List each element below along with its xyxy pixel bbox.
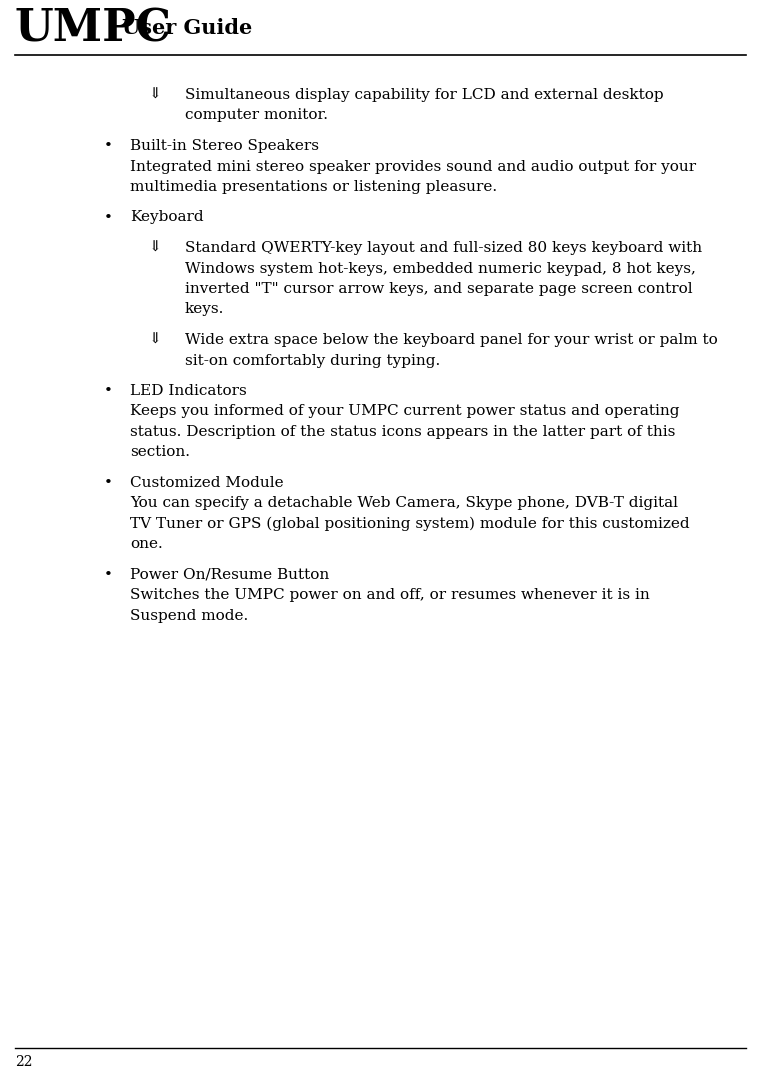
Text: ⇓: ⇓ <box>148 87 161 102</box>
Text: Built-in Stereo Speakers: Built-in Stereo Speakers <box>130 139 319 153</box>
Text: UMPC: UMPC <box>15 8 172 51</box>
Text: sit-on comfortably during typing.: sit-on comfortably during typing. <box>185 353 441 367</box>
Text: section.: section. <box>130 445 190 459</box>
Text: Keeps you informed of your UMPC current power status and operating: Keeps you informed of your UMPC current … <box>130 405 680 418</box>
Text: keys.: keys. <box>185 302 224 316</box>
Text: TV Tuner or GPS (global positioning system) module for this customized: TV Tuner or GPS (global positioning syst… <box>130 517 689 531</box>
Text: one.: one. <box>130 538 163 552</box>
Text: •: • <box>103 139 113 153</box>
Text: computer monitor.: computer monitor. <box>185 108 328 122</box>
Text: User Guide: User Guide <box>122 18 252 38</box>
Text: ⇓: ⇓ <box>148 333 161 347</box>
Text: LED Indicators: LED Indicators <box>130 384 247 399</box>
Text: •: • <box>103 211 113 225</box>
Text: 22: 22 <box>15 1055 33 1069</box>
Text: Customized Module: Customized Module <box>130 476 284 490</box>
Text: Keyboard: Keyboard <box>130 211 204 225</box>
Text: •: • <box>103 384 113 399</box>
Text: Power On/Resume Button: Power On/Resume Button <box>130 568 330 582</box>
Text: Switches the UMPC power on and off, or resumes whenever it is in: Switches the UMPC power on and off, or r… <box>130 589 650 603</box>
Text: Standard QWERTY-key layout and full-sized 80 keys keyboard with: Standard QWERTY-key layout and full-size… <box>185 241 702 255</box>
Text: inverted "T" cursor arrow keys, and separate page screen control: inverted "T" cursor arrow keys, and sepa… <box>185 282 693 296</box>
Text: Suspend mode.: Suspend mode. <box>130 609 248 623</box>
Text: Integrated mini stereo speaker provides sound and audio output for your: Integrated mini stereo speaker provides … <box>130 160 696 174</box>
Text: Wide extra space below the keyboard panel for your wrist or palm to: Wide extra space below the keyboard pane… <box>185 333 718 347</box>
Text: •: • <box>103 568 113 582</box>
Text: status. Description of the status icons appears in the latter part of this: status. Description of the status icons … <box>130 426 675 438</box>
Text: Windows system hot-keys, embedded numeric keypad, 8 hot keys,: Windows system hot-keys, embedded numeri… <box>185 261 696 275</box>
Text: ⇓: ⇓ <box>148 241 161 255</box>
Text: •: • <box>103 476 113 490</box>
Text: Simultaneous display capability for LCD and external desktop: Simultaneous display capability for LCD … <box>185 87 664 102</box>
Text: You can specify a detachable Web Camera, Skype phone, DVB-T digital: You can specify a detachable Web Camera,… <box>130 497 678 511</box>
Text: multimedia presentations or listening pleasure.: multimedia presentations or listening pl… <box>130 180 497 194</box>
